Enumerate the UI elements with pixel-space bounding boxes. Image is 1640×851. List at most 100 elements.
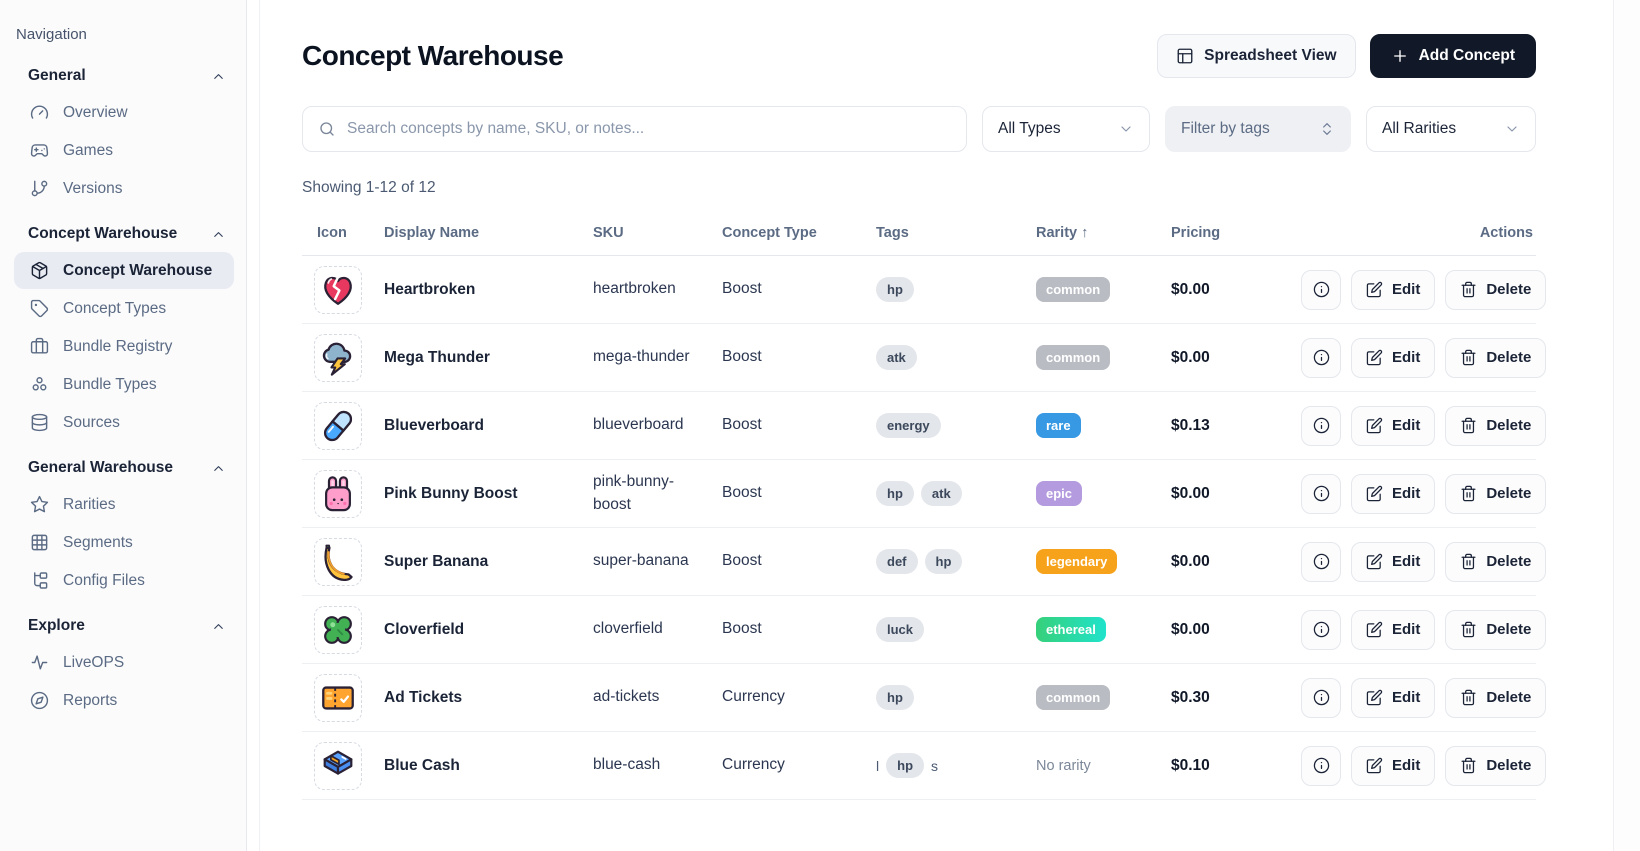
delete-label: Delete — [1486, 417, 1532, 434]
chevron-down-icon — [1504, 121, 1520, 137]
add-concept-button[interactable]: Add Concept — [1369, 34, 1536, 78]
sidebar-scrollbar-gutter[interactable] — [247, 0, 260, 851]
search-input[interactable] — [347, 120, 951, 138]
sidebar-item-liveops[interactable]: LiveOPS — [14, 644, 234, 681]
sidebar-section-header[interactable]: Explore — [14, 607, 234, 643]
sidebar-item-label: Segments — [63, 533, 133, 551]
info-button[interactable] — [1301, 745, 1341, 786]
column-header-display-name: Display Name — [384, 225, 480, 241]
edit-button[interactable]: Edit — [1351, 677, 1436, 718]
edit-button[interactable]: Edit — [1351, 337, 1436, 378]
delete-button[interactable]: Delete — [1445, 609, 1547, 650]
page-scrollbar-track[interactable] — [1613, 0, 1640, 851]
edit-button[interactable]: Edit — [1351, 269, 1436, 310]
info-button[interactable] — [1301, 473, 1341, 514]
edit-button[interactable]: Edit — [1351, 473, 1436, 514]
concept-name: Ad Tickets — [384, 688, 463, 706]
table-row: Super Banana super-banana Boost def hp legend… — [302, 528, 1547, 596]
tag-icon — [30, 299, 49, 318]
storm-cloud-icon — [314, 333, 362, 382]
chevron-up-icon — [211, 619, 226, 634]
info-button[interactable] — [1301, 609, 1341, 650]
sidebar-item-concept-warehouse[interactable]: Concept Warehouse — [14, 252, 234, 289]
sidebar-item-rarities[interactable]: Rarities — [14, 486, 234, 523]
info-button[interactable] — [1301, 677, 1341, 718]
edit-button[interactable]: Edit — [1351, 745, 1436, 786]
delete-button[interactable]: Delete — [1445, 473, 1547, 514]
concept-name: Blueverboard — [384, 416, 484, 434]
concept-type: Boost — [722, 416, 762, 434]
sidebar-item-versions[interactable]: Versions — [14, 170, 234, 207]
table-row: Heartbroken heartbroken Boost hp common $0.00… — [302, 256, 1547, 324]
edit-pencil-icon — [1366, 757, 1383, 774]
type-filter-select[interactable]: All Types — [982, 106, 1150, 152]
sidebar-item-label: Concept Warehouse — [63, 261, 213, 279]
page-title: Concept Warehouse — [302, 40, 564, 71]
sidebar-item-bundle-types[interactable]: Bundle Types — [14, 366, 234, 403]
sidebar-section-header[interactable]: Concept Warehouse — [14, 215, 234, 251]
delete-button[interactable]: Delete — [1445, 541, 1547, 582]
sidebar-section-header[interactable]: General — [14, 57, 234, 93]
ticket-icon — [314, 673, 362, 722]
concept-name: Pink Bunny Boost — [384, 484, 518, 502]
edit-pencil-icon — [1366, 621, 1383, 638]
concept-sku: cloverfield — [593, 620, 663, 638]
trash-icon — [1460, 689, 1477, 706]
edit-button[interactable]: Edit — [1351, 609, 1436, 650]
type-filter-value: All Types — [998, 120, 1061, 137]
tag-pill: hp — [876, 481, 914, 506]
tag-pill: luck — [876, 617, 925, 642]
sidebar-item-overview[interactable]: Overview — [14, 94, 234, 131]
edit-label: Edit — [1392, 757, 1421, 774]
sidebar-item-segments[interactable]: Segments — [14, 524, 234, 561]
info-button[interactable] — [1301, 541, 1341, 582]
info-icon — [1313, 621, 1330, 638]
sidebar-item-concept-types[interactable]: Concept Types — [14, 290, 234, 327]
sidebar-section-header[interactable]: General Warehouse — [14, 449, 234, 485]
delete-button[interactable]: Delete — [1445, 405, 1547, 446]
price-text: $0.00 — [1171, 552, 1210, 570]
sidebar-item-bundle-registry[interactable]: Bundle Registry — [14, 328, 234, 365]
sidebar-item-label: Sources — [63, 413, 120, 431]
sidebar-item-sources[interactable]: Sources — [14, 404, 234, 441]
chevron-up-icon — [211, 69, 226, 84]
table-header-row: Icon Display Name SKU Concept Type Tags Rarit… — [302, 213, 1536, 256]
price-text: $0.10 — [1171, 756, 1210, 774]
delete-button[interactable]: Delete — [1445, 745, 1547, 786]
grid-icon — [30, 533, 49, 552]
edit-button[interactable]: Edit — [1351, 541, 1436, 582]
delete-label: Delete — [1486, 281, 1532, 298]
delete-button[interactable]: Delete — [1445, 337, 1547, 378]
column-header-rarity[interactable]: Rarity ↑ — [1036, 225, 1089, 241]
concept-type: Boost — [722, 620, 762, 638]
sidebar-section-label: Concept Warehouse — [28, 225, 178, 242]
table-icon — [1176, 47, 1194, 65]
database-icon — [30, 413, 49, 432]
tag-filter-select[interactable]: Filter by tags — [1165, 106, 1351, 152]
sidebar-item-reports[interactable]: Reports — [14, 682, 234, 719]
chevron-up-icon — [211, 227, 226, 242]
edit-label: Edit — [1392, 417, 1421, 434]
sidebar-item-games[interactable]: Games — [14, 132, 234, 169]
chevron-up-icon — [211, 461, 226, 476]
rarity-badge: common — [1036, 685, 1111, 710]
edit-label: Edit — [1392, 553, 1421, 570]
info-button[interactable] — [1301, 405, 1341, 446]
delete-button[interactable]: Delete — [1445, 677, 1547, 718]
tag-pill: energy — [876, 413, 941, 438]
info-button[interactable] — [1301, 269, 1341, 310]
edit-button[interactable]: Edit — [1351, 405, 1436, 446]
edit-pencil-icon — [1366, 553, 1383, 570]
spreadsheet-view-button[interactable]: Spreadsheet View — [1157, 34, 1356, 78]
sidebar-item-label: Reports — [63, 691, 118, 709]
delete-button[interactable]: Delete — [1445, 269, 1547, 310]
concept-tags: atk — [876, 345, 1036, 370]
sidebar-item-label: Versions — [63, 179, 123, 197]
rarity-filter-select[interactable]: All Rarities — [1366, 106, 1536, 152]
trash-icon — [1460, 757, 1477, 774]
concept-tags: l hp s — [876, 753, 1036, 778]
sidebar-item-config-files[interactable]: Config Files — [14, 562, 234, 599]
concept-tags: energy — [876, 413, 1036, 438]
info-button[interactable] — [1301, 337, 1341, 378]
tag-pill: atk — [920, 481, 962, 506]
